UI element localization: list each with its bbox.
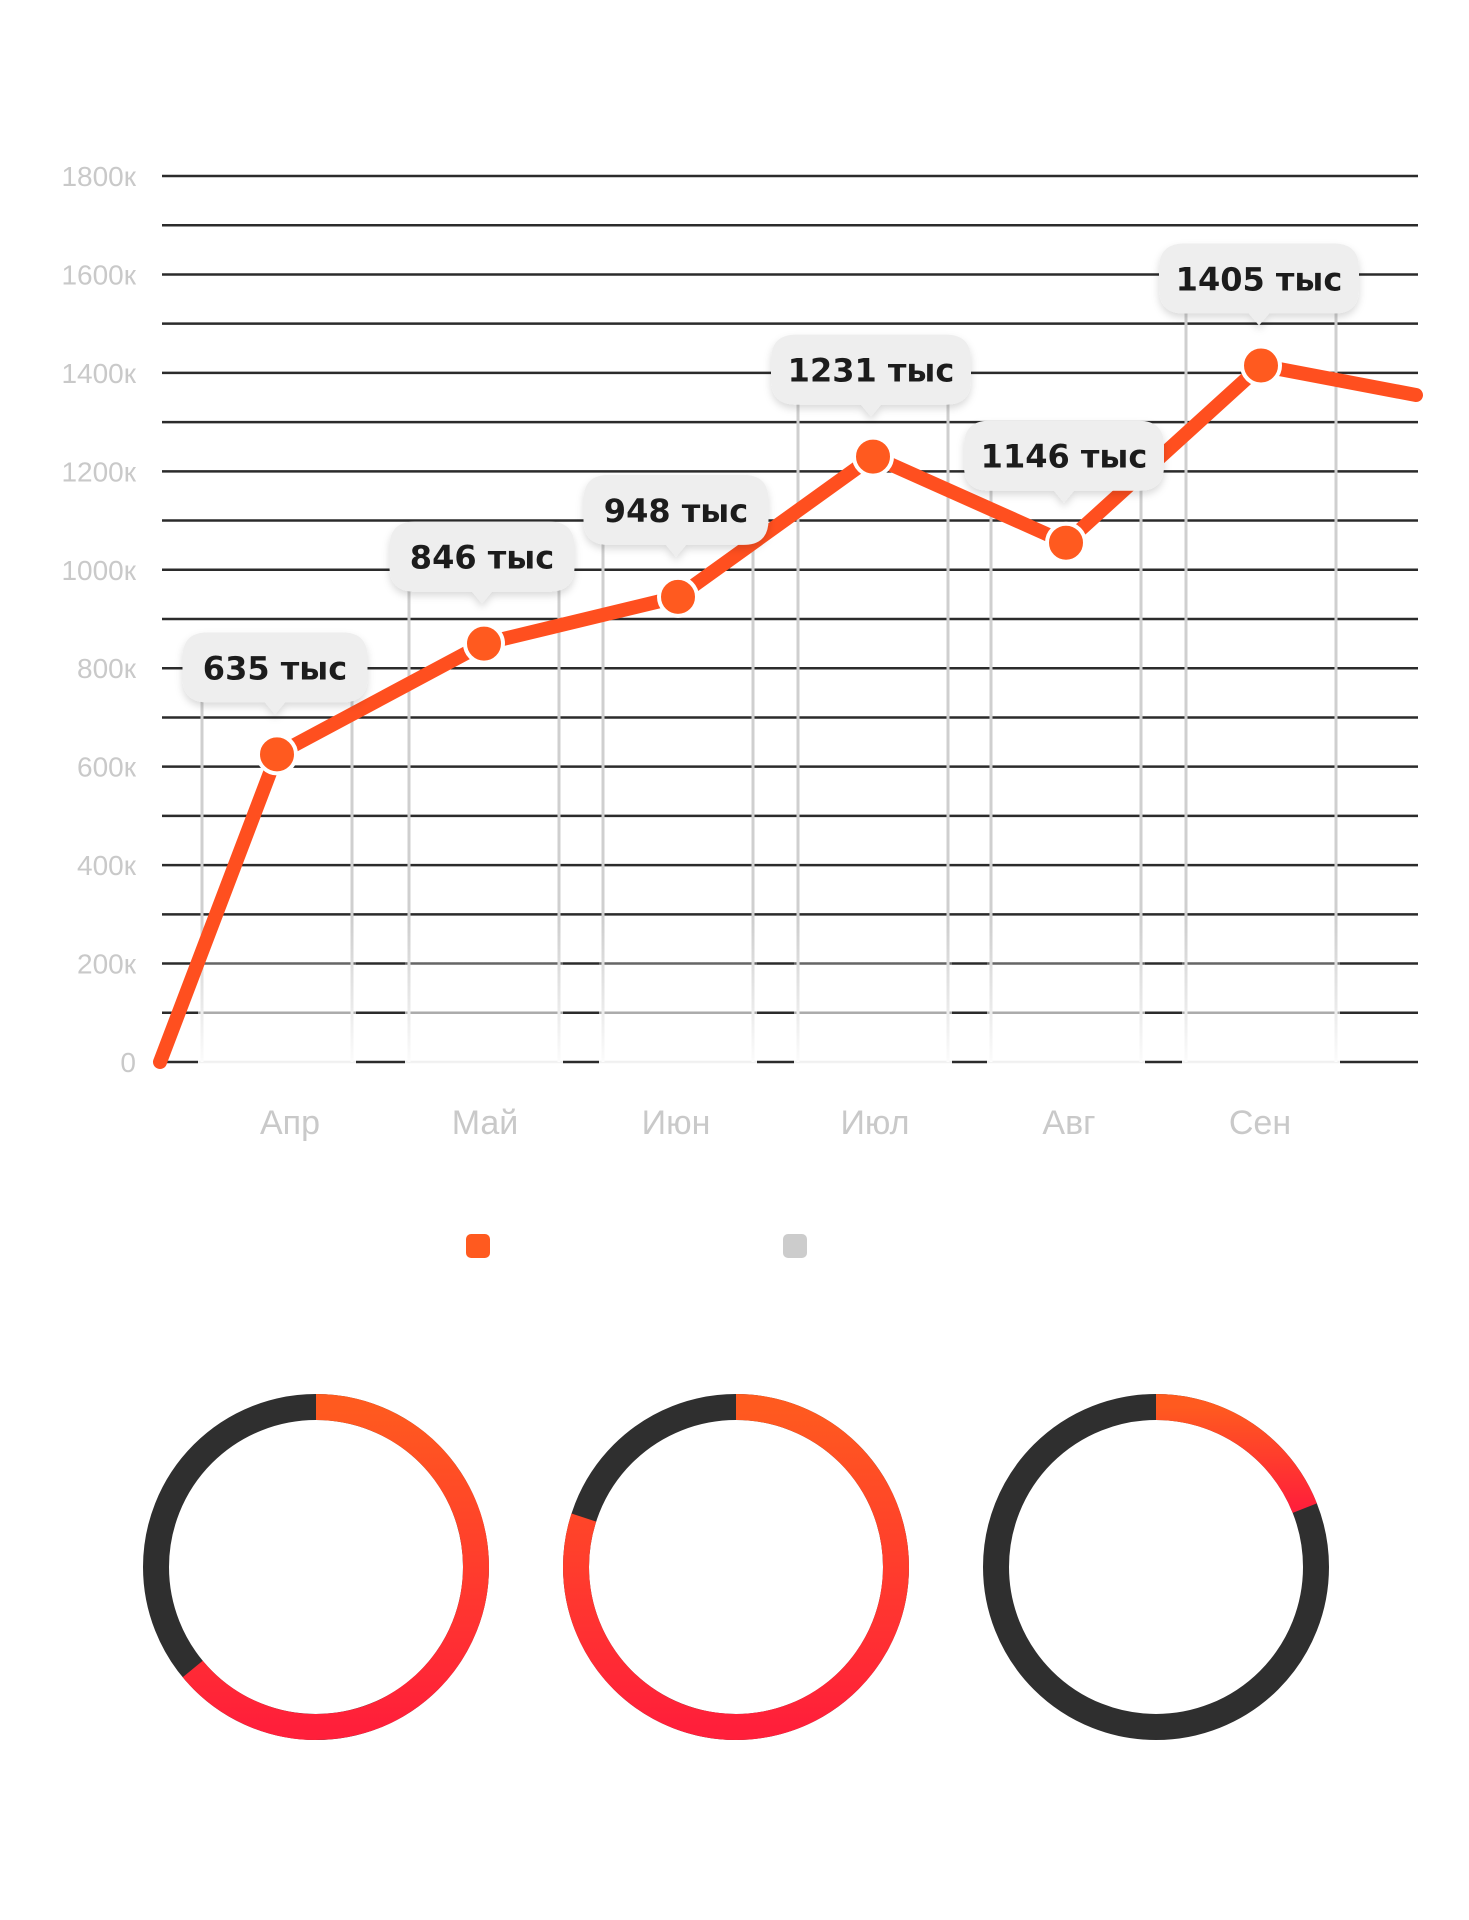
data-point	[256, 733, 298, 776]
data-label-bubble-shape	[1159, 243, 1359, 326]
y-tick-label: 800к	[77, 653, 137, 684]
data-label-bubble-shape	[389, 521, 575, 604]
y-tick-label: 1000к	[61, 555, 136, 586]
y-tick-label: 1200к	[61, 456, 136, 487]
legend-marker	[466, 1234, 490, 1258]
data-labels: 635 тыс 846 тыс 948 тыс 1231 тыс 1146 тыс 140…	[182, 243, 1359, 715]
y-tick-label: 1800к	[61, 161, 136, 192]
x-tick-label: Июн	[642, 1104, 711, 1142]
x-tick-label: Авг	[1042, 1104, 1095, 1142]
donut-row	[143, 1394, 1329, 1740]
y-tick-label: 1600к	[61, 259, 136, 290]
x-tick-label: Июл	[840, 1104, 909, 1142]
data-label-bubble-shape	[182, 632, 368, 715]
y-tick-label: 600к	[77, 752, 137, 783]
column-frame-fade	[198, 922, 356, 1072]
data-label: 948 тыс	[604, 492, 748, 530]
data-label-bubble-shape	[964, 420, 1164, 503]
donut-segment	[1155, 1394, 1317, 1514]
data-label: 1231 тыс	[788, 352, 955, 390]
data-point	[657, 575, 699, 618]
data-label-bubble: 635 тыс	[182, 632, 368, 715]
y-axis-ticks: 0 200к 400к 600к 800к 1000к 1200к 1400к 1600к 180…	[61, 161, 136, 1078]
data-label: 1405 тыс	[1176, 261, 1343, 299]
series-points	[256, 344, 1282, 776]
donut-segment	[563, 1394, 909, 1740]
data-label-bubble: 1146 тыс	[964, 420, 1164, 503]
series-line-path	[153, 358, 1423, 1069]
column-frame-fade	[1182, 922, 1340, 1072]
legend-marker	[783, 1234, 807, 1258]
data-label-bubble: 1231 тыс	[771, 334, 971, 417]
data-point	[1045, 521, 1087, 564]
data-label: 635 тыс	[203, 649, 347, 687]
y-tick-label: 200к	[77, 949, 137, 980]
x-axis-ticks: Апр Май Июн Июл Авг Сен	[260, 1104, 1291, 1142]
x-tick-label: Апр	[260, 1104, 320, 1142]
data-label-bubble-shape	[771, 334, 971, 417]
series-line	[153, 358, 1423, 1069]
y-tick-label: 0	[120, 1047, 136, 1078]
data-point	[463, 622, 505, 665]
column-frame-fade	[599, 922, 757, 1072]
y-tick-label: 400к	[77, 850, 137, 881]
legend	[466, 1234, 807, 1258]
x-tick-label: Май	[452, 1104, 519, 1142]
donut-segment	[182, 1394, 489, 1740]
data-label: 1146 тыс	[981, 438, 1148, 476]
data-label-bubble: 1405 тыс	[1159, 243, 1359, 326]
donut	[563, 1394, 909, 1740]
data-point	[1240, 344, 1282, 387]
data-label-bubble-shape	[583, 474, 769, 557]
donut	[143, 1394, 489, 1740]
column-frame-fade	[794, 922, 952, 1072]
donut	[983, 1394, 1329, 1740]
data-label-bubble: 846 тыс	[389, 521, 575, 604]
data-point	[852, 435, 894, 478]
data-label: 846 тыс	[410, 539, 554, 577]
x-tick-label: Сен	[1229, 1104, 1291, 1142]
data-label-bubble: 948 тыс	[583, 474, 769, 557]
column-frames	[198, 244, 1340, 1072]
column-frame-fade	[405, 922, 563, 1072]
y-tick-label: 1400к	[61, 358, 136, 389]
column-frame-fade	[987, 922, 1145, 1072]
